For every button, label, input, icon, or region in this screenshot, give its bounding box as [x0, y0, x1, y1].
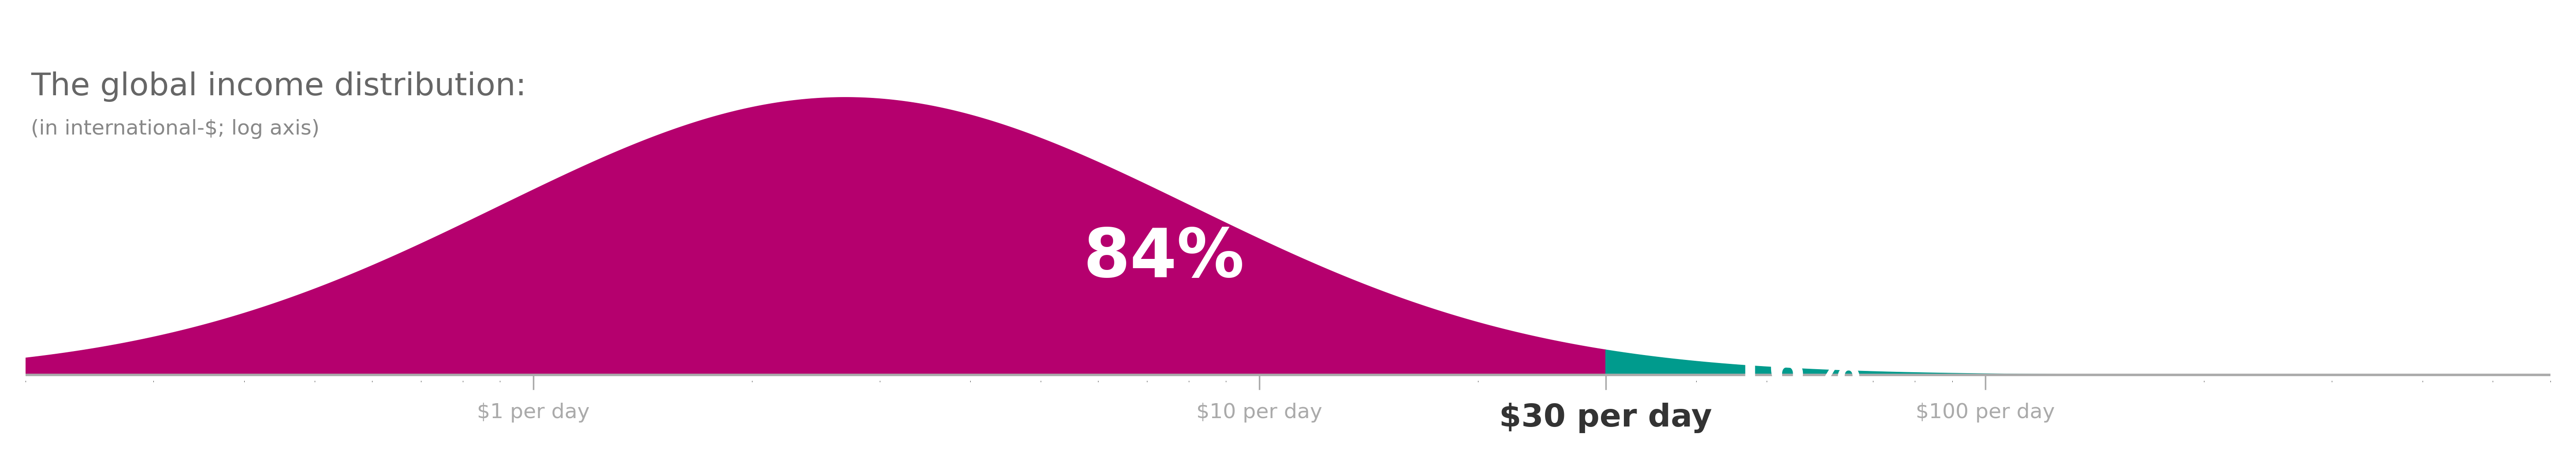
Text: $100 per day: $100 per day	[1917, 403, 2056, 423]
Text: (in international-$; log axis): (in international-$; log axis)	[31, 119, 319, 139]
Text: The global income distribution:: The global income distribution:	[31, 71, 526, 102]
Text: 84%: 84%	[1084, 226, 1244, 291]
Text: $30 per day: $30 per day	[1499, 403, 1713, 433]
Text: $10 per day: $10 per day	[1195, 403, 1321, 423]
Text: 16%: 16%	[1728, 345, 1862, 399]
Polygon shape	[26, 97, 1605, 375]
Text: $1 per day: $1 per day	[477, 403, 590, 423]
Polygon shape	[1605, 350, 2550, 375]
